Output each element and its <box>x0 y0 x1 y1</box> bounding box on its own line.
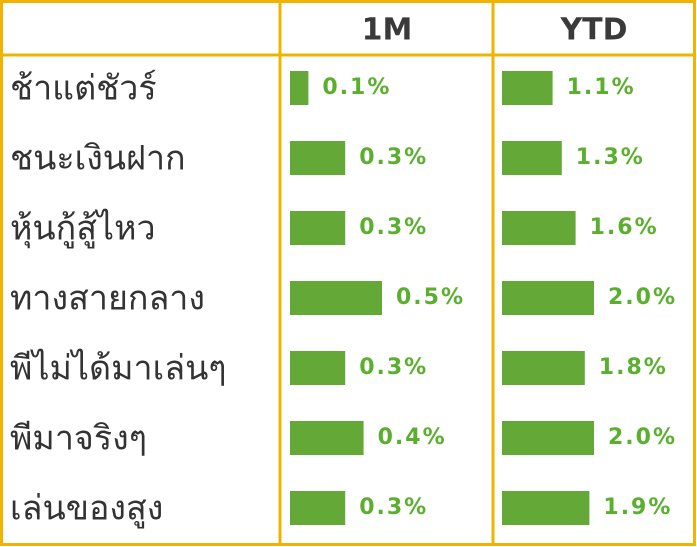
value-label: 1.8% <box>599 355 668 380</box>
data-bar <box>290 421 364 455</box>
value-label: 1.6% <box>590 215 659 240</box>
row-label: ช้าแต่ชัวร์ <box>10 69 157 109</box>
row-label: พีไม่ได้มาเล่นๆ <box>10 349 227 389</box>
value-label: 0.3% <box>359 145 428 170</box>
data-bar <box>502 211 576 245</box>
value-label: 0.3% <box>359 215 428 240</box>
row-label: พีมาจริงๆ <box>10 419 147 459</box>
data-bar <box>502 141 562 175</box>
data-bar <box>502 281 594 315</box>
value-label: 0.3% <box>359 355 428 380</box>
value-label: 1.3% <box>576 145 645 170</box>
value-label: 2.0% <box>608 285 677 310</box>
value-label: 0.4% <box>378 425 447 450</box>
data-bar <box>290 491 346 525</box>
value-label: 0.5% <box>396 285 465 310</box>
value-label: 1.1% <box>567 75 636 100</box>
data-bar <box>290 351 346 385</box>
value-label: 2.0% <box>608 425 677 450</box>
value-label: 0.3% <box>359 495 428 520</box>
data-bar <box>502 491 590 525</box>
data-bar <box>290 211 346 245</box>
row-label: ทางสายกลาง <box>10 279 205 319</box>
data-bar <box>502 71 553 105</box>
data-bar <box>290 281 382 315</box>
row-label: เล่นของสูง <box>10 489 163 529</box>
column-header: YTD <box>559 13 627 48</box>
data-bar <box>502 351 585 385</box>
data-bar <box>290 141 346 175</box>
data-bar <box>290 71 309 105</box>
value-label: 0.1% <box>322 75 391 100</box>
row-label: ชนะเงินฝาก <box>10 139 186 179</box>
value-label: 1.9% <box>603 495 672 520</box>
row-label: หุ้นกู้สู้ไหว <box>10 209 156 249</box>
data-bar <box>502 421 594 455</box>
column-header: 1M <box>362 13 413 48</box>
